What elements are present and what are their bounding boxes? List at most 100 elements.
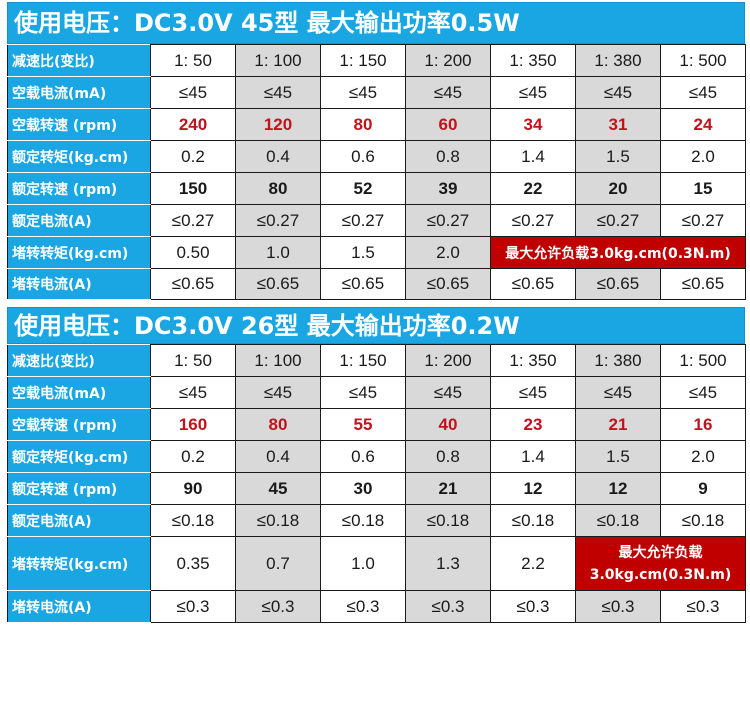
value-cell: ≤0.27 <box>405 204 491 237</box>
value-cell: ≤0.3 <box>320 590 406 623</box>
value-cell: ≤0.27 <box>150 204 236 237</box>
value-cell: 2.0 <box>660 440 746 473</box>
value-cell: 1: 380 <box>575 44 661 77</box>
value-cell: 45 <box>235 472 321 505</box>
value-cell: 2.0 <box>660 140 746 173</box>
value-cell: ≤0.18 <box>575 504 661 537</box>
value-cell: ≤45 <box>575 76 661 109</box>
value-cell: ≤0.65 <box>150 268 236 300</box>
value-cell: 150 <box>150 172 236 205</box>
spec-table: 减速比(变比) 1: 50 1: 100 1: 150 1: 200 1: 350 1: 3… <box>7 44 746 300</box>
value-cell: 1.5 <box>320 236 406 269</box>
row-label: 堵转转矩(kg.cm) <box>7 536 151 591</box>
value-cell: ≤0.65 <box>235 268 321 300</box>
value-cell: 1.4 <box>490 440 576 473</box>
value-cell: 12 <box>490 472 576 505</box>
value-cell: 1: 380 <box>575 344 661 377</box>
row-label: 堵转电流(A) <box>7 590 151 623</box>
row-label: 堵转转矩(kg.cm) <box>7 236 151 269</box>
table-row: 堵转电流(A) ≤0.65 ≤0.65 ≤0.65 ≤0.65 ≤0.65 ≤0.65 ≤0.… <box>7 268 746 300</box>
value-cell: 0.6 <box>320 140 406 173</box>
value-cell: 9 <box>660 472 746 505</box>
row-label: 额定转速 (rpm) <box>7 472 151 505</box>
spec-block-26: 使用电压：DC3.0V 26型 最大输出功率0.2W 减速比(变比) 1: 50 1… <box>7 307 746 623</box>
value-cell: 0.8 <box>405 440 491 473</box>
value-cell: ≤0.3 <box>405 590 491 623</box>
value-cell: ≤0.18 <box>490 504 576 537</box>
value-cell: 16 <box>660 408 746 441</box>
table-row: 空载转速 (rpm) 160 80 55 40 23 21 16 <box>7 408 746 441</box>
value-cell: 1.5 <box>575 440 661 473</box>
table-body-45: 减速比(变比) 1: 50 1: 100 1: 150 1: 200 1: 350 1: 3… <box>7 44 746 300</box>
value-cell: 30 <box>320 472 406 505</box>
value-cell: 1: 50 <box>150 44 236 77</box>
value-cell: 80 <box>235 408 321 441</box>
value-cell: 120 <box>235 108 321 141</box>
row-label: 堵转电流(A) <box>7 268 151 300</box>
row-label: 额定转矩(kg.cm) <box>7 140 151 173</box>
value-cell: ≤45 <box>320 76 406 109</box>
value-cell: 22 <box>490 172 576 205</box>
value-cell: 31 <box>575 108 661 141</box>
value-cell: 1: 200 <box>405 344 491 377</box>
value-cell: 12 <box>575 472 661 505</box>
value-cell: 1: 150 <box>320 344 406 377</box>
value-cell: ≤45 <box>405 376 491 409</box>
table-row: 额定电流(A) ≤0.18 ≤0.18 ≤0.18 ≤0.18 ≤0.18 ≤0.18 ≤0.… <box>7 504 746 537</box>
value-cell: ≤0.18 <box>405 504 491 537</box>
value-cell: 0.6 <box>320 440 406 473</box>
value-cell: ≤45 <box>490 76 576 109</box>
max-load-note: 最大允许负载 3.0kg.cm(0.3N.m) <box>575 536 746 591</box>
row-label: 空载转速 (rpm) <box>7 108 151 141</box>
value-cell: 0.8 <box>405 140 491 173</box>
row-label: 额定转速 (rpm) <box>7 172 151 205</box>
value-cell: ≤0.27 <box>575 204 661 237</box>
table-row: 额定电流(A) ≤0.27 ≤0.27 ≤0.27 ≤0.27 ≤0.27 ≤0.27 ≤0.… <box>7 204 746 237</box>
table-row: 减速比(变比) 1: 50 1: 100 1: 150 1: 200 1: 350 1: 3… <box>7 44 746 77</box>
value-cell: 23 <box>490 408 576 441</box>
value-cell: 1.0 <box>235 236 321 269</box>
value-cell: 15 <box>660 172 746 205</box>
row-label: 减速比(变比) <box>7 44 151 77</box>
value-cell: ≤45 <box>235 76 321 109</box>
value-cell: 21 <box>575 408 661 441</box>
row-label: 空载电流(mA) <box>7 76 151 109</box>
table-row: 空载电流(mA) ≤45 ≤45 ≤45 ≤45 ≤45 ≤45 ≤45 <box>7 376 746 409</box>
value-cell: ≤0.65 <box>490 268 576 300</box>
value-cell: ≤0.65 <box>405 268 491 300</box>
value-cell: ≤45 <box>490 376 576 409</box>
value-cell: ≤45 <box>660 76 746 109</box>
value-cell: 1.4 <box>490 140 576 173</box>
value-cell: 1.0 <box>320 536 406 591</box>
value-cell: 40 <box>405 408 491 441</box>
table-row: 额定转矩(kg.cm) 0.2 0.4 0.6 0.8 1.4 1.5 2.0 <box>7 440 746 473</box>
value-cell: 0.2 <box>150 140 236 173</box>
value-cell: 1: 350 <box>490 44 576 77</box>
table-row: 堵转转矩(kg.cm) 0.50 1.0 1.5 2.0 最大允许负载3.0kg.cm(0… <box>7 236 746 269</box>
value-cell: 0.4 <box>235 140 321 173</box>
value-cell: ≤45 <box>660 376 746 409</box>
value-cell: ≤45 <box>235 376 321 409</box>
row-label: 额定电流(A) <box>7 204 151 237</box>
max-load-note: 最大允许负载3.0kg.cm(0.3N.m) <box>490 236 746 269</box>
value-cell: 0.7 <box>235 536 321 591</box>
max-load-note-line: 最大允许负载 <box>618 544 703 561</box>
max-load-note-line: 3.0kg.cm(0.3N.m) <box>589 566 732 583</box>
value-cell: ≤45 <box>320 376 406 409</box>
value-cell: 0.2 <box>150 440 236 473</box>
value-cell: ≤0.65 <box>660 268 746 300</box>
value-cell: ≤0.27 <box>660 204 746 237</box>
value-cell: ≤0.3 <box>490 590 576 623</box>
value-cell: ≤45 <box>150 376 236 409</box>
row-label: 空载电流(mA) <box>7 376 151 409</box>
value-cell: 60 <box>405 108 491 141</box>
table-row: 额定转速 (rpm) 150 80 52 39 22 20 15 <box>7 172 746 205</box>
value-cell: 1: 500 <box>660 344 746 377</box>
value-cell: 1: 500 <box>660 44 746 77</box>
value-cell: ≤0.18 <box>150 504 236 537</box>
value-cell: 1: 50 <box>150 344 236 377</box>
value-cell: 20 <box>575 172 661 205</box>
value-cell: 90 <box>150 472 236 505</box>
value-cell: 34 <box>490 108 576 141</box>
value-cell: 21 <box>405 472 491 505</box>
